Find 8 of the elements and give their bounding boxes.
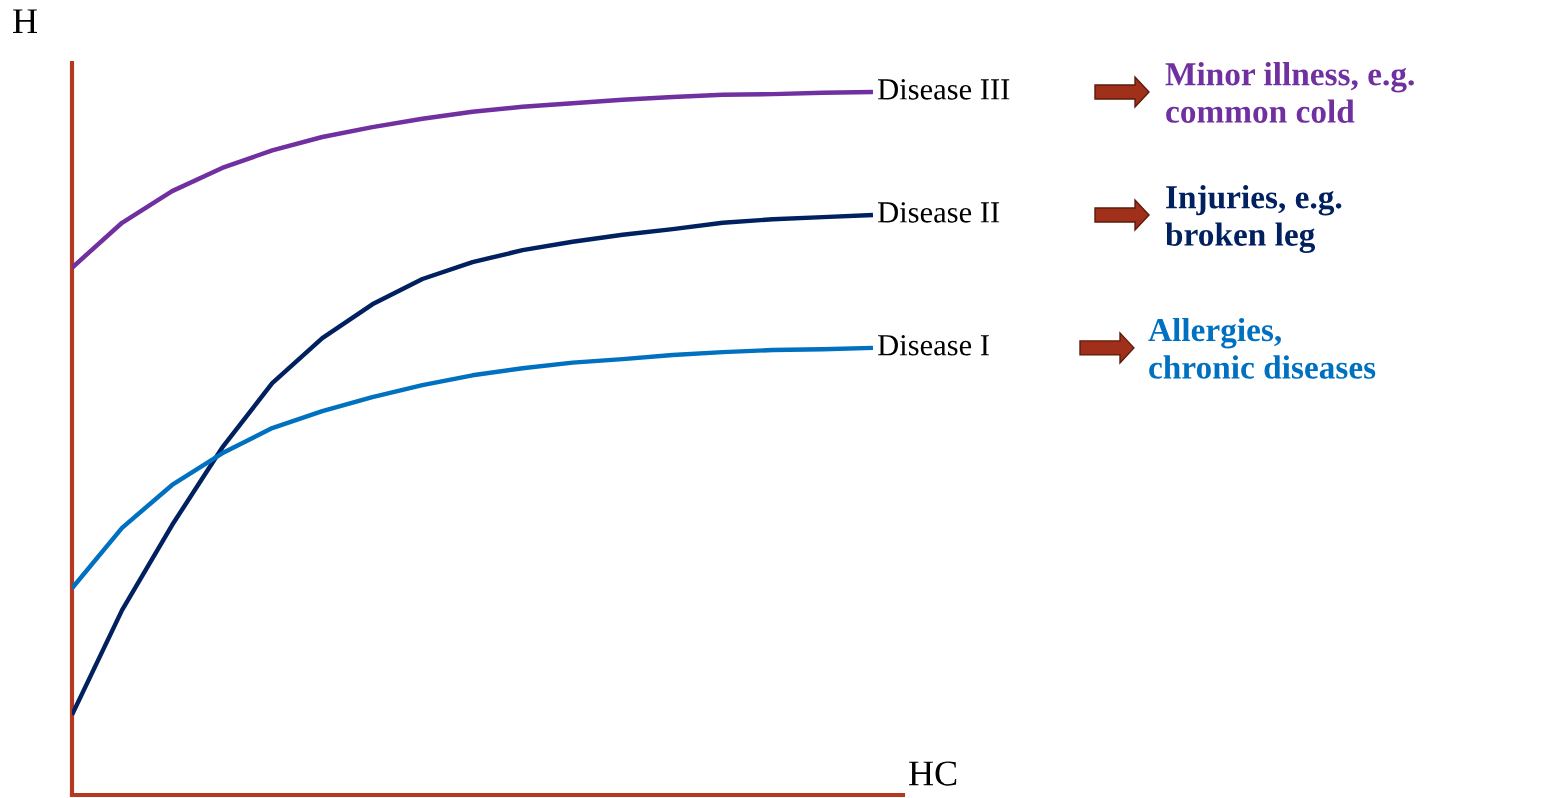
y-axis-title: H (13, 9, 38, 34)
series-label: Disease II (878, 202, 1000, 223)
text: Minor illness, e.g. common cold (1165, 62, 1414, 123)
x-axis-title: HC (909, 761, 957, 786)
text: Allergies, chronic diseases (1148, 317, 1376, 379)
series-label: Disease I (878, 335, 989, 356)
text: Injuries, e.g. broken leg (1165, 185, 1342, 253)
series-label: Disease III (878, 79, 1010, 100)
